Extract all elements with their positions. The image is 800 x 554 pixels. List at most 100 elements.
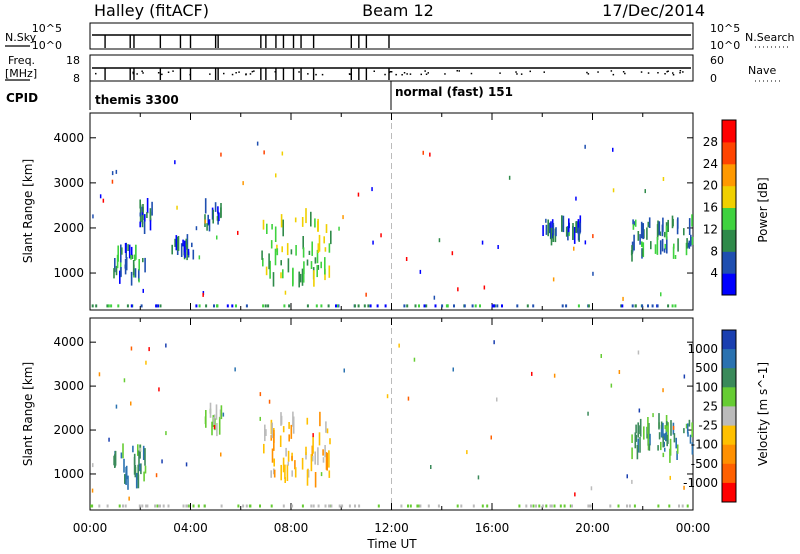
nave-dot: [235, 72, 237, 74]
echo-mark: [456, 504, 459, 508]
nave-dot: [142, 72, 144, 74]
y-tick-label: 4000: [53, 335, 84, 349]
echo-mark: [683, 485, 685, 490]
echo-mark: [367, 304, 370, 308]
echo-mark: [185, 462, 188, 467]
echo-mark: [280, 415, 283, 425]
echo-mark: [317, 447, 319, 466]
echo-mark: [481, 240, 484, 245]
echo-mark: [483, 285, 486, 290]
echo-mark: [407, 504, 409, 508]
colorbar-swatch: [722, 141, 736, 165]
echo-mark: [631, 479, 633, 484]
echo-mark: [622, 296, 624, 301]
echo-mark: [130, 271, 133, 286]
echo-mark: [567, 226, 569, 241]
echo-mark: [632, 219, 634, 225]
echo-mark: [673, 243, 675, 249]
echo-mark: [338, 226, 340, 231]
nave-dot: [403, 72, 406, 74]
echo-mark: [214, 418, 216, 431]
nave-dot: [520, 73, 523, 75]
echo-mark: [307, 470, 310, 478]
echo-mark: [662, 388, 664, 393]
echo-mark: [276, 248, 279, 256]
echo-mark: [553, 373, 556, 378]
echo-mark: [142, 204, 144, 213]
echo-mark: [281, 151, 284, 156]
x-tick-label: 00:00: [676, 521, 711, 535]
echo-mark: [122, 443, 124, 459]
echo-mark: [256, 141, 259, 146]
nave-dot: [384, 73, 386, 76]
echo-mark: [639, 234, 641, 245]
echo-mark: [195, 226, 198, 231]
echo-mark: [135, 244, 137, 260]
nave-dot: [245, 73, 247, 75]
echo-mark: [287, 461, 289, 466]
colorbar-swatch: [722, 349, 736, 369]
echo-mark: [635, 424, 637, 434]
echo-mark: [479, 304, 481, 308]
echo-mark: [592, 271, 594, 276]
x-tick-label: 12:00: [374, 521, 409, 535]
echo-mark: [282, 269, 284, 279]
nave-dot: [425, 73, 428, 75]
echo-mark: [130, 346, 133, 351]
echo-mark: [259, 504, 261, 508]
colorbar-tick-label: -100: [691, 438, 718, 452]
echo-mark: [311, 455, 314, 462]
echo-mark: [670, 420, 672, 436]
time-axis: 00:00 04:00 08:00 12:00 16:00 20:00 00:00: [73, 521, 711, 535]
colorbar-tick-label: -25: [698, 419, 718, 433]
echo-mark: [140, 463, 142, 475]
y-tick-label: 1000: [53, 467, 84, 481]
echo-mark: [149, 211, 152, 221]
echo-mark: [371, 187, 373, 192]
echo-mark: [215, 404, 218, 420]
echo-mark: [584, 240, 587, 245]
echo-mark: [652, 413, 654, 418]
echo-mark: [137, 464, 139, 480]
echo-mark: [130, 254, 132, 260]
echo-mark: [310, 211, 312, 227]
echo-mark: [186, 234, 189, 250]
echo-mark: [310, 261, 313, 269]
echo-mark: [559, 504, 562, 508]
echo-mark: [144, 448, 146, 466]
echo-mark: [322, 449, 324, 456]
echo-mark: [676, 219, 679, 235]
echo-mark: [675, 437, 677, 449]
echo-mark: [571, 504, 573, 508]
echo-mark: [526, 304, 529, 308]
echo-mark: [118, 504, 121, 508]
echo-mark: [577, 219, 580, 234]
echo-mark: [405, 257, 408, 261]
echo-mark: [282, 504, 285, 508]
echo-mark: [139, 221, 141, 228]
echo-mark: [148, 347, 150, 352]
echo-mark: [632, 224, 635, 230]
freq-traces: [92, 67, 691, 80]
echo-mark: [139, 463, 141, 472]
nave-dot: [587, 73, 590, 75]
echo-mark: [403, 304, 406, 308]
echo-mark: [642, 223, 644, 240]
echo-mark: [294, 217, 297, 223]
echo-mark: [664, 243, 667, 250]
echo-mark: [691, 236, 694, 245]
echo-mark: [633, 221, 636, 226]
echo-mark: [111, 171, 114, 176]
echo-mark: [422, 150, 424, 155]
echo-mark: [336, 304, 339, 308]
echo-mark: [141, 215, 144, 228]
echo-mark: [110, 304, 113, 308]
echo-mark: [587, 504, 590, 508]
echo-mark: [357, 192, 360, 197]
echo-mark: [124, 474, 126, 484]
echo-mark: [671, 215, 674, 229]
echo-mark: [600, 354, 602, 358]
echo-mark: [644, 189, 646, 194]
echo-mark: [302, 247, 305, 258]
echo-mark: [633, 504, 636, 508]
